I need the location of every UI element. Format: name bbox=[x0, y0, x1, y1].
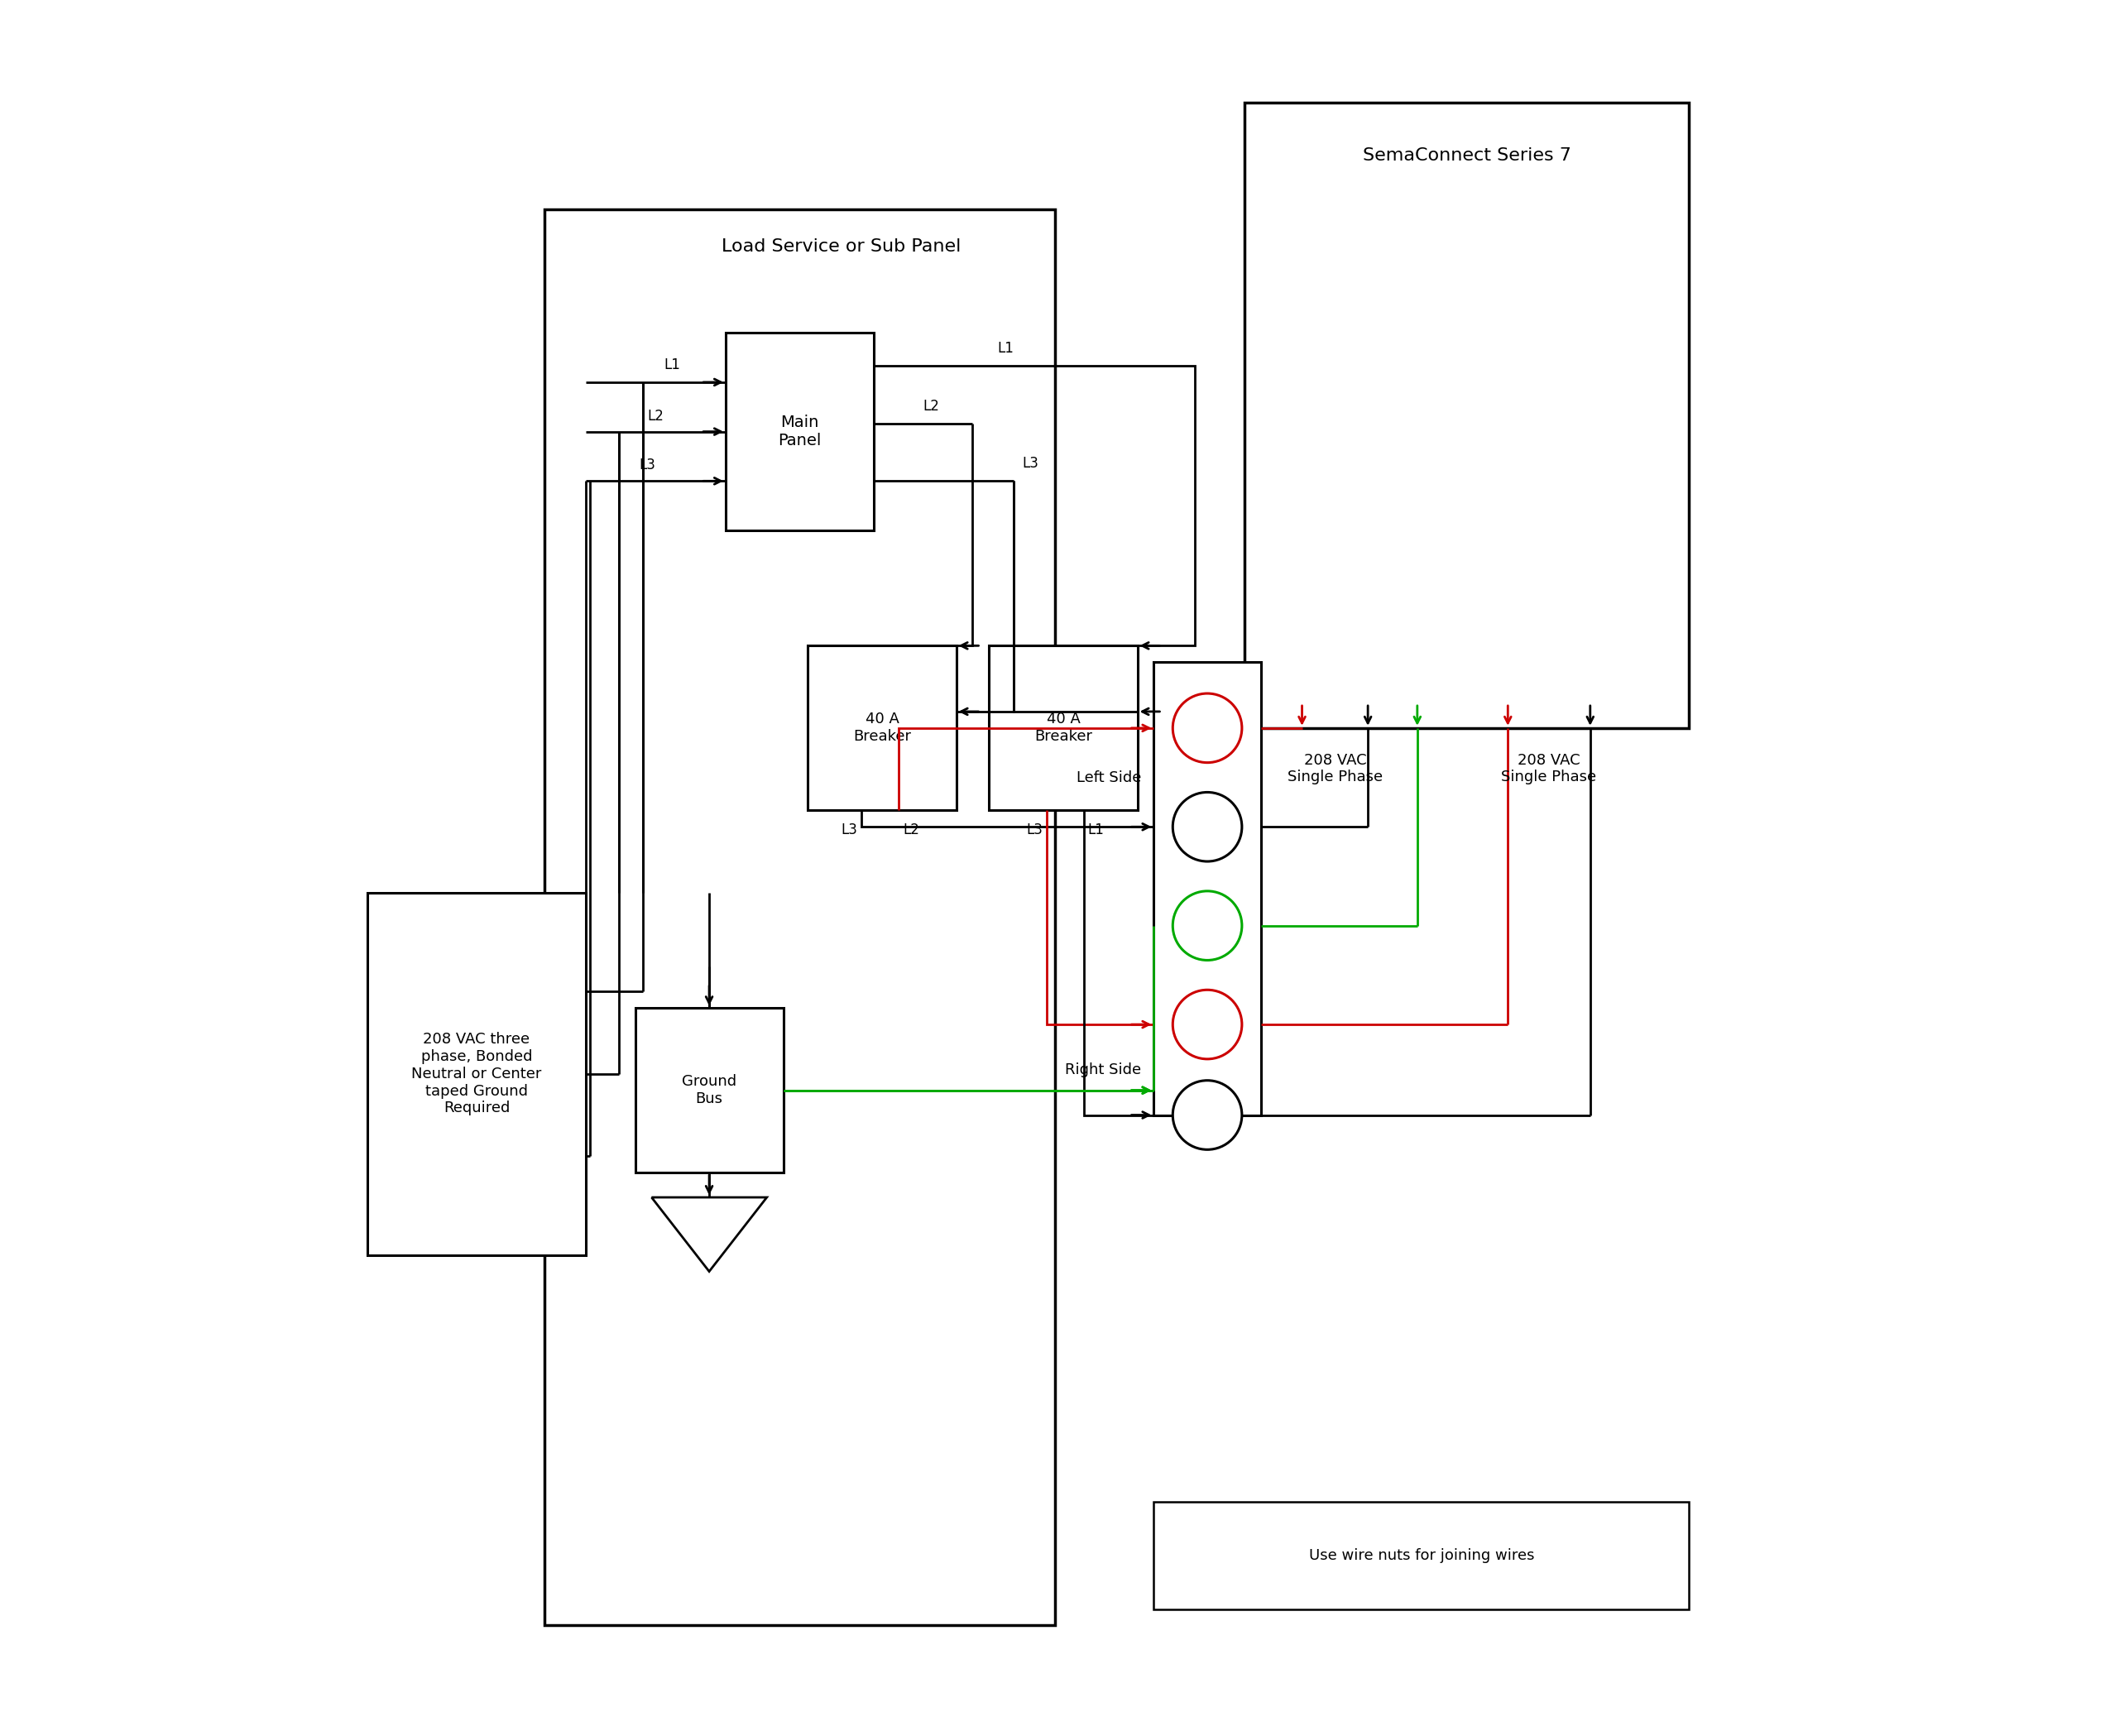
Bar bbox=[1245, 102, 1688, 727]
Bar bbox=[635, 1009, 783, 1172]
Bar bbox=[1154, 661, 1262, 1115]
Text: Right Side: Right Side bbox=[1066, 1062, 1142, 1076]
Text: L2: L2 bbox=[903, 823, 920, 837]
Text: 208 VAC
Single Phase: 208 VAC Single Phase bbox=[1502, 753, 1597, 785]
Text: L1: L1 bbox=[665, 358, 679, 372]
Text: L2: L2 bbox=[924, 399, 939, 413]
Text: L3: L3 bbox=[639, 458, 656, 472]
Text: 208 VAC
Single Phase: 208 VAC Single Phase bbox=[1287, 753, 1382, 785]
Text: 208 VAC three
phase, Bonded
Neutral or Center
taped Ground
Required: 208 VAC three phase, Bonded Neutral or C… bbox=[411, 1031, 542, 1116]
Circle shape bbox=[1173, 891, 1243, 960]
Circle shape bbox=[1173, 990, 1243, 1059]
Bar bbox=[367, 892, 587, 1255]
Text: L1: L1 bbox=[998, 340, 1013, 356]
Circle shape bbox=[1173, 1080, 1243, 1149]
Text: Main
Panel: Main Panel bbox=[779, 415, 821, 448]
Text: L1: L1 bbox=[1089, 823, 1104, 837]
Text: Left Side: Left Side bbox=[1076, 771, 1142, 785]
Text: L3: L3 bbox=[1025, 823, 1042, 837]
Circle shape bbox=[1173, 792, 1243, 861]
Bar bbox=[808, 646, 956, 811]
Circle shape bbox=[1173, 693, 1243, 762]
Text: L2: L2 bbox=[648, 408, 665, 424]
Text: Load Service or Sub Panel: Load Service or Sub Panel bbox=[722, 238, 960, 255]
Bar bbox=[1154, 1502, 1688, 1609]
Text: L3: L3 bbox=[1021, 457, 1038, 470]
Bar bbox=[990, 646, 1137, 811]
Text: 40 A
Breaker: 40 A Breaker bbox=[1034, 712, 1093, 745]
Text: Ground
Bus: Ground Bus bbox=[682, 1075, 736, 1106]
Text: Use wire nuts for joining wires: Use wire nuts for joining wires bbox=[1308, 1549, 1534, 1562]
Text: L3: L3 bbox=[842, 823, 857, 837]
Text: SemaConnect Series 7: SemaConnect Series 7 bbox=[1363, 148, 1572, 165]
Bar bbox=[544, 210, 1055, 1625]
Bar bbox=[726, 333, 874, 531]
Text: 40 A
Breaker: 40 A Breaker bbox=[852, 712, 912, 745]
